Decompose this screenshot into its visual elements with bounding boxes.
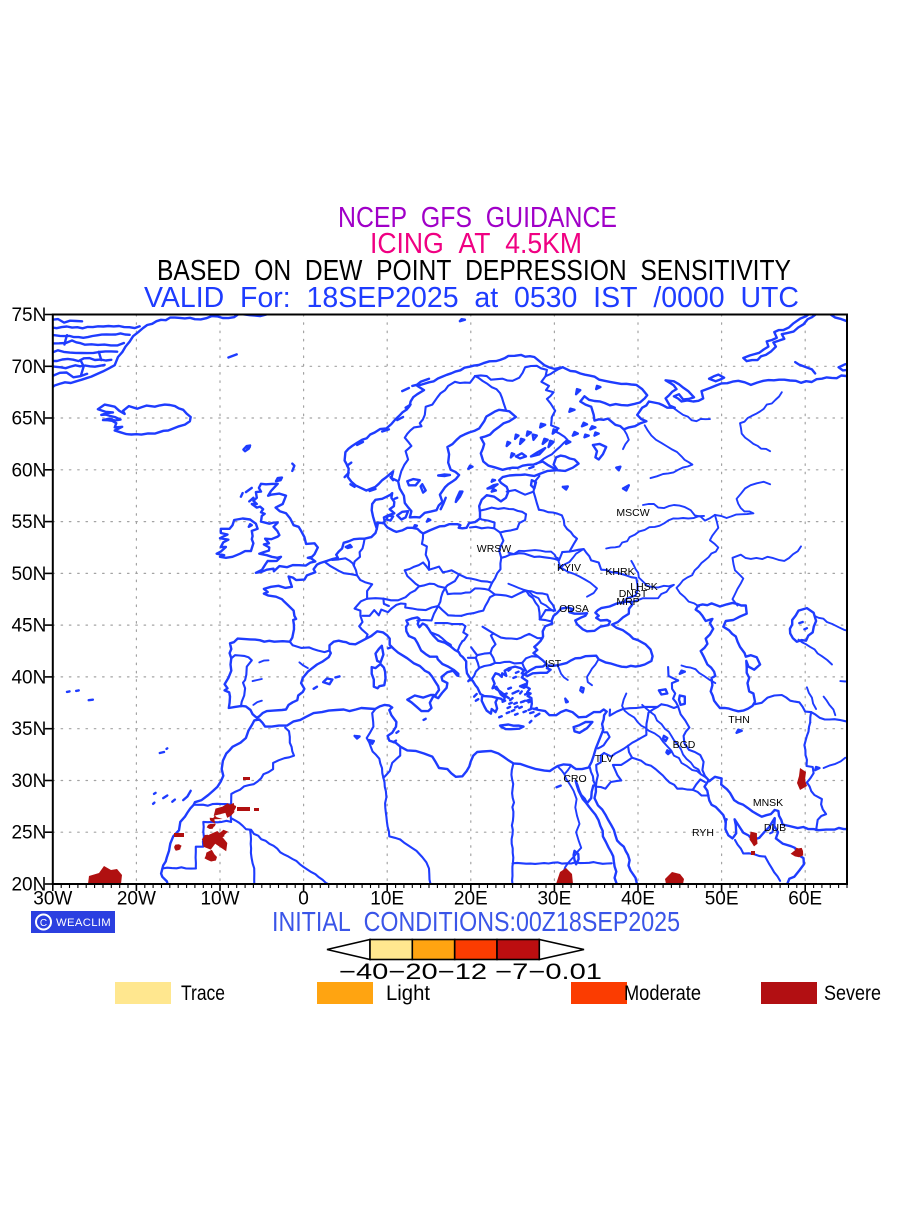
svg-text:20N: 20N <box>11 875 46 896</box>
svg-text:WEACLIM: WEACLIM <box>56 917 111 929</box>
svg-text:Severe: Severe <box>824 982 881 1005</box>
svg-text:THN: THN <box>728 714 750 726</box>
svg-text:40N: 40N <box>11 667 46 688</box>
svg-text:VALID For: 18SEP2025 at 05: VALID For: 18SEP2025 at 0530 IST /0000 U… <box>144 282 799 314</box>
svg-text:WRSW: WRSW <box>477 543 511 555</box>
svg-text:IST: IST <box>545 658 562 670</box>
svg-text:ICING AT 4.5KM: ICING AT 4.5KM <box>370 228 582 260</box>
svg-text:45N: 45N <box>11 616 46 637</box>
svg-text:RYH: RYH <box>692 827 714 839</box>
svg-text:BGD: BGD <box>673 739 696 751</box>
svg-text:50E: 50E <box>705 889 739 910</box>
svg-text:20W: 20W <box>117 889 156 910</box>
svg-text:MSCW: MSCW <box>616 507 649 519</box>
svg-text:MNSK: MNSK <box>753 797 783 809</box>
svg-text:CRO: CRO <box>563 773 586 785</box>
svg-text:50N: 50N <box>11 564 46 585</box>
svg-text:30E: 30E <box>537 889 571 910</box>
svg-text:KHRK: KHRK <box>605 566 634 578</box>
svg-text:BASED ON DEW POINT DEPRESS: BASED ON DEW POINT DEPRESSION SENSITIVIT… <box>157 255 791 287</box>
svg-text:C: C <box>40 918 47 929</box>
svg-text:60E: 60E <box>788 889 822 910</box>
svg-text:10E: 10E <box>370 889 404 910</box>
svg-text:10W: 10W <box>200 889 239 910</box>
svg-text:40E: 40E <box>621 889 655 910</box>
svg-text:25N: 25N <box>11 823 46 844</box>
svg-text:TLV: TLV <box>595 753 613 765</box>
svg-text:Trace: Trace <box>181 982 225 1005</box>
svg-text:35N: 35N <box>11 719 46 740</box>
svg-text:Light: Light <box>386 982 430 1005</box>
svg-text:0: 0 <box>298 889 309 910</box>
svg-text:INITIAL CONDITIONS:00Z18SEP20: INITIAL CONDITIONS:00Z18SEP2025 <box>272 906 680 937</box>
svg-text:NCEP GFS GUIDANCE: NCEP GFS GUIDANCE <box>338 202 617 234</box>
svg-text:LHSK: LHSK <box>630 581 657 593</box>
svg-text:ODSA: ODSA <box>559 603 589 615</box>
svg-text:65N: 65N <box>11 409 46 430</box>
svg-text:75N: 75N <box>11 305 46 326</box>
svg-text:20E: 20E <box>454 889 488 910</box>
svg-text:Moderate: Moderate <box>624 982 701 1005</box>
svg-text:DUB: DUB <box>764 822 786 834</box>
svg-text:30N: 30N <box>11 771 46 792</box>
svg-text:60N: 60N <box>11 460 46 481</box>
svg-text:55N: 55N <box>11 512 46 533</box>
svg-text:70N: 70N <box>11 357 46 378</box>
svg-text:KYIV: KYIV <box>557 562 581 574</box>
svg-text:30W: 30W <box>33 889 72 910</box>
svg-text:MRP: MRP <box>616 596 639 608</box>
svg-text:DNST: DNST <box>619 588 648 600</box>
svg-text:−40−20−12 −7−0.01: −40−20−12 −7−0.01 <box>339 959 602 984</box>
